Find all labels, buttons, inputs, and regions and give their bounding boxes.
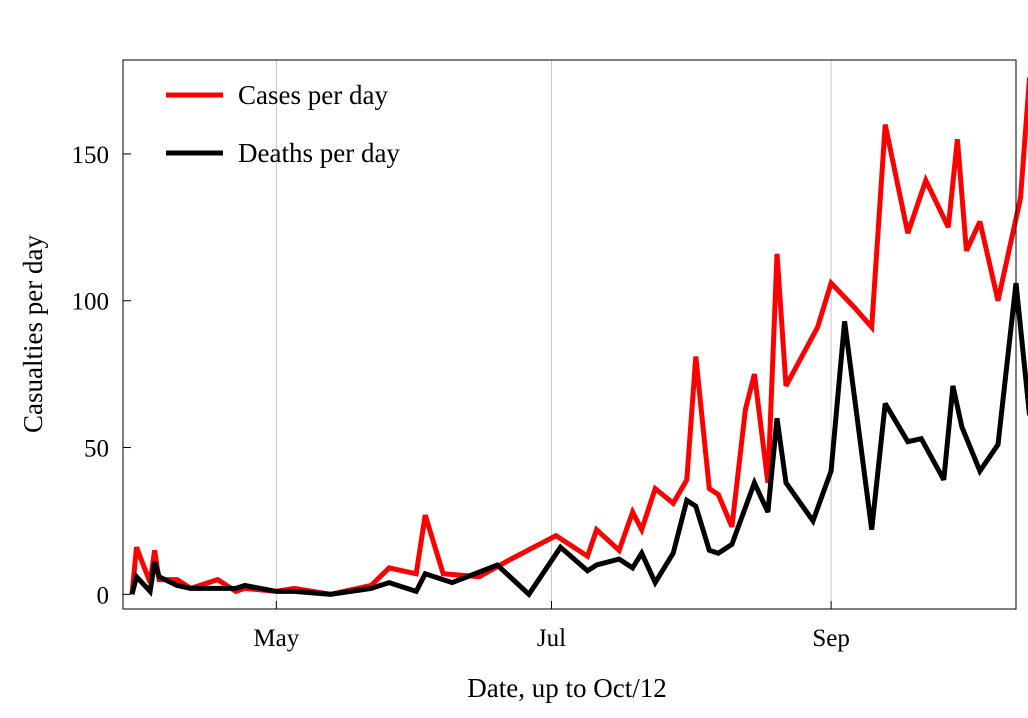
y-tick-label: 150 [72, 142, 110, 169]
x-axis-title: Date, up to Oct/12 [467, 673, 666, 703]
x-tick-label: Jul [537, 625, 566, 652]
series-lines [129, 77, 1028, 599]
y-tick-label: 0 [97, 582, 110, 609]
x-axis-ticks: May Jul Sep [253, 601, 850, 652]
x-tick-label: May [253, 625, 299, 652]
y-axis-title: Casualties per day [18, 235, 48, 433]
legend-label-deaths: Deaths per day [238, 138, 400, 168]
y-tick-label: 50 [84, 436, 109, 463]
legend-label-cases: Cases per day [238, 80, 388, 110]
legend: Cases per day Deaths per day [166, 80, 400, 168]
y-tick-label: 100 [72, 289, 110, 316]
x-tick-label: Sep [812, 625, 850, 652]
vertical-grid-lines [275, 60, 832, 609]
deaths-per-day-line [129, 282, 1028, 599]
plot-frame [122, 59, 1017, 610]
y-axis-ticks: 0 50 100 150 [72, 142, 131, 609]
